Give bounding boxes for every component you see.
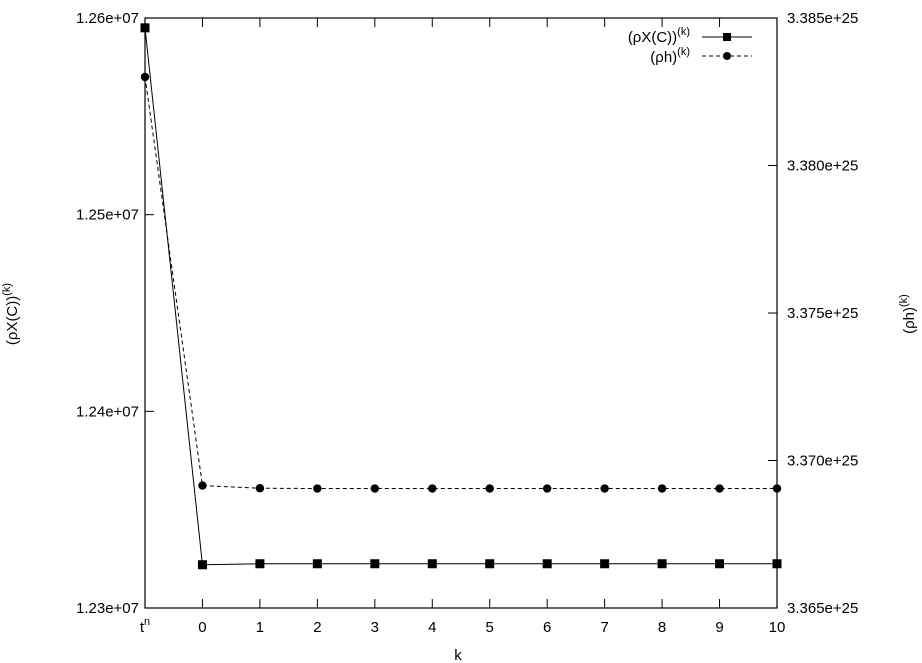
- x-axis-ticks: tn 0 1 2 3 4 5 6 7 8 9 10: [140, 18, 785, 636]
- x-axis-title: k: [454, 647, 462, 663]
- data-point-square: [600, 559, 610, 569]
- svg-text:(ρX(C))(k): (ρX(C))(k): [1, 283, 21, 345]
- x-tick-label: 2: [313, 619, 321, 636]
- legend-marker-square: [723, 33, 731, 41]
- x-tick-label: 9: [715, 619, 723, 636]
- x-tick-label: 10: [769, 619, 786, 636]
- right-tick-label: 3.370e+25: [787, 453, 858, 470]
- right-axis-title: (ρh)(k): [898, 294, 918, 334]
- legend-label-series-1: (ρX(C))(k): [628, 26, 690, 46]
- data-point-square: [255, 559, 265, 569]
- right-axis-title-main: (ρh): [901, 307, 918, 334]
- data-point-circle: [198, 481, 207, 490]
- series-layer: [140, 23, 782, 570]
- data-point-square: [427, 559, 437, 569]
- left-axis-title-main: (ρX(C)): [4, 296, 21, 345]
- data-point-square: [140, 23, 150, 33]
- legend-label-series-2: (ρh)(k): [650, 46, 690, 66]
- left-tick-label: 1.23e+07: [76, 600, 139, 617]
- data-point-circle: [715, 484, 724, 493]
- right-tick-label: 3.375e+25: [787, 305, 858, 322]
- right-tick-label: 3.385e+25: [787, 10, 858, 27]
- x-tick-label-superscript: n: [144, 616, 150, 628]
- data-point-circle: [772, 484, 782, 493]
- x-tick-label: 6: [543, 619, 551, 636]
- data-point-square: [312, 559, 322, 569]
- data-point-circle: [140, 72, 150, 82]
- data-point-square: [542, 559, 552, 569]
- data-point-square: [485, 559, 495, 569]
- legend-marker-circle: [723, 52, 731, 60]
- x-tick-label: tn: [140, 616, 150, 636]
- left-tick-label: 1.25e+07: [76, 207, 139, 224]
- legend: (ρX(C))(k) (ρh)(k): [628, 26, 752, 66]
- right-axis-title-sup: (k): [898, 294, 910, 307]
- right-axis-ticks: 3.365e+25 3.370e+25 3.375e+25 3.380e+25 3.38…: [768, 10, 858, 617]
- left-tick-label: 1.24e+07: [76, 403, 139, 420]
- data-point-circle: [600, 484, 609, 493]
- data-point-square: [715, 559, 725, 569]
- series-line-1: [144, 27, 777, 566]
- series-line-2: [144, 76, 777, 490]
- plot-frame: [144, 17, 778, 609]
- left-axis-ticks: 1.23e+07 1.24e+07 1.25e+07 1.26e+07: [76, 10, 154, 617]
- data-point-circle: [255, 484, 265, 493]
- left-tick-label: 1.26e+07: [76, 10, 139, 27]
- x-tick-label: 1: [256, 619, 264, 636]
- data-point-circle: [370, 484, 380, 493]
- data-point-square: [772, 559, 782, 569]
- data-point-circle: [542, 484, 552, 493]
- svg-text:(ρh)(k): (ρh)(k): [898, 294, 918, 334]
- data-point-circle: [428, 484, 437, 493]
- data-point-square: [197, 560, 207, 570]
- right-tick-label: 3.365e+25: [787, 600, 858, 617]
- x-tick-label: 8: [658, 619, 666, 636]
- x-tick-label: 5: [486, 619, 494, 636]
- data-point-square: [370, 559, 380, 569]
- x-tick-label: 3: [371, 619, 379, 636]
- data-point-circle: [313, 484, 322, 493]
- x-tick-label: 4: [428, 619, 436, 636]
- right-tick-label: 3.380e+25: [787, 158, 858, 175]
- x-tick-label: 0: [198, 619, 206, 636]
- data-point-circle: [485, 484, 494, 493]
- left-axis-title: (ρX(C))(k): [1, 283, 21, 345]
- data-point-circle: [657, 484, 667, 493]
- x-tick-label: 7: [600, 619, 608, 636]
- data-point-square: [657, 559, 667, 569]
- left-axis-title-sup: (k): [1, 283, 13, 296]
